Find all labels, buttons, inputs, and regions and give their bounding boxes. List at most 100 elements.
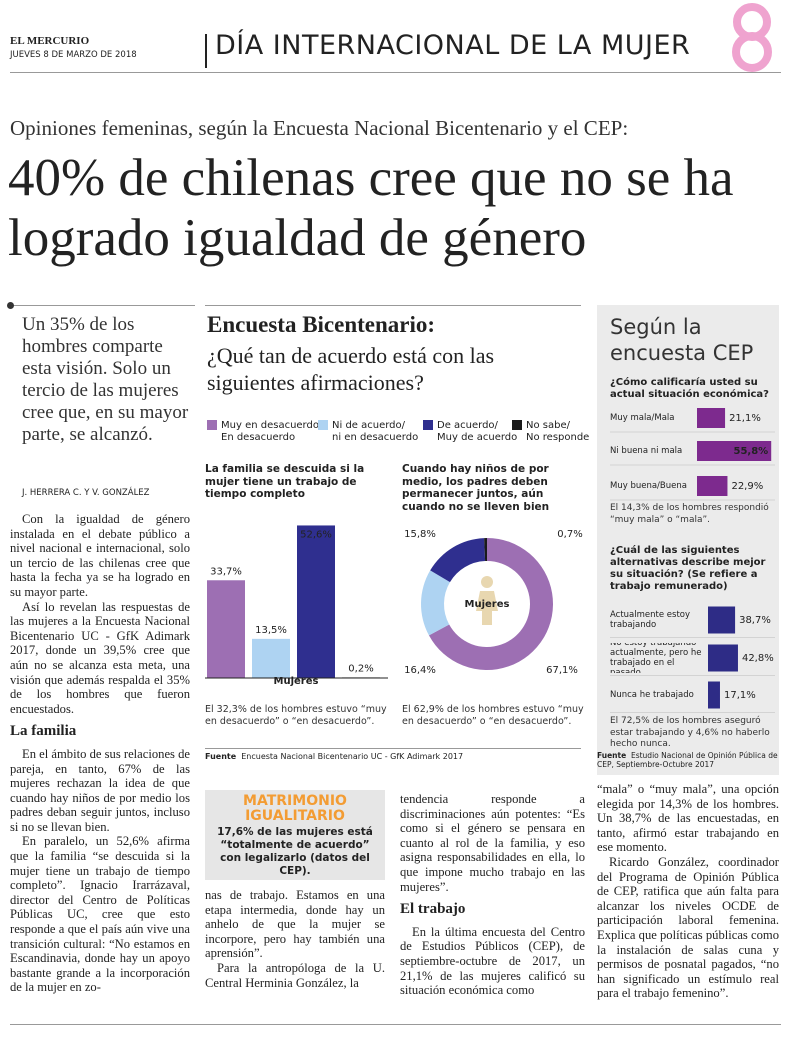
column: Con la igualdad de género instalada en e…: [10, 512, 190, 1017]
row-label-box: No estoy trabajando actualmente, pero he…: [610, 643, 702, 673]
figure-icon: [476, 591, 498, 625]
donut-segment: [484, 538, 487, 562]
value-label: 17,1%: [724, 690, 756, 701]
legend-label: Muy en desacuerdo/En desacuerdo: [221, 420, 323, 443]
chart-title: La familia se descuida si la mujer tiene…: [205, 463, 365, 500]
paragraph: En el ámbito de sus relaciones de pareja…: [10, 746, 190, 834]
rule: [10, 305, 195, 306]
rule: [205, 748, 581, 749]
donut-segment: [428, 538, 554, 670]
bar: [708, 644, 738, 672]
headline: 40% de chilenas cree que no se ha lograd…: [8, 149, 734, 267]
row-label-box: Ni buena ni mala: [610, 446, 683, 456]
date: JUEVES 8 DE MARZO DE 2018: [10, 50, 137, 60]
sidebar-text: 17,6% de las mujeres está “totalmente de…: [217, 826, 373, 877]
category-label: No estoy trabajando actualmente, pero he…: [610, 643, 702, 673]
source-label: Fuente: [597, 751, 627, 760]
legend-label: De acuerdo/Muy de acuerdo: [437, 420, 517, 443]
paragraph: En la última encuesta del Centro de Estu…: [400, 924, 585, 998]
sidebar-title: MATRIMONIO IGUALITARIO: [243, 793, 347, 824]
column: “mala” o “muy mala”, una opción elegida …: [597, 782, 779, 1017]
chart-title: ¿Cuál de las siguientes alternativas des…: [610, 545, 766, 592]
bar: [297, 525, 335, 678]
legend-swatch: [207, 420, 217, 430]
donut-segment: [430, 538, 486, 583]
legend-swatch: [318, 420, 328, 430]
value-label: 42,8%: [742, 653, 774, 664]
bar: [697, 441, 772, 461]
subhead: El trabajo: [400, 901, 466, 918]
donut-segment: [421, 570, 450, 636]
value-label: 33,7%: [210, 566, 242, 577]
legend-swatch: [423, 420, 433, 430]
category-label: Actualmente estoy trabajando: [610, 610, 691, 630]
bar: [697, 476, 728, 496]
paragraph: nas de trabajo. Estamos en una etapa int…: [205, 888, 385, 961]
subhead: La familia: [10, 723, 77, 740]
category-label: Muy mala/Mala: [610, 413, 675, 423]
chart-note: El 32,3% de los hombres estuvo “muy en d…: [205, 704, 387, 727]
center-label: Mujeres: [465, 599, 510, 610]
legend-label: Ni de acuerdo/ni en desacuerdo: [332, 420, 418, 443]
chart-title: ¿Cómo calificaría usted su actual situac…: [610, 377, 769, 400]
paragraph: tendencia responde a discriminaciones aú…: [400, 792, 585, 894]
bar: [708, 681, 720, 709]
bar: [708, 606, 736, 634]
source: Fuente Estudio Nacional de Opinión Públi…: [597, 751, 779, 769]
figure-icon: [481, 576, 493, 588]
rule: [10, 72, 781, 73]
paragraph: Para la antropóloga de la U. Central Her…: [205, 960, 385, 990]
bullet: [7, 302, 14, 309]
bar: [697, 408, 726, 428]
kicker: Opiniones femeninas, según la Encuesta N…: [10, 116, 629, 140]
chart-note: El 14,3% de los hombres respondió “muy m…: [610, 503, 769, 525]
value-label: 22,9%: [731, 481, 763, 492]
axis-label: Mujeres: [274, 676, 319, 687]
value-label: 13,5%: [255, 625, 287, 636]
bar: [207, 580, 245, 678]
paragraph: Así lo revelan las respuestas de las muj…: [10, 599, 190, 716]
legend-swatch: [512, 420, 522, 430]
source: Fuente Encuesta Nacional Bicentenario UC…: [205, 752, 463, 761]
source-text: Encuesta Nacional Bicentenario UC - GfK …: [241, 752, 464, 761]
value-label: 21,1%: [729, 413, 761, 424]
ribbon-icon: [732, 3, 772, 72]
rule: [205, 305, 581, 306]
paragraph: Con la igualdad de género instalada en e…: [10, 512, 190, 599]
chart-note: El 72,5% de los hombres aseguró estar tr…: [610, 716, 770, 749]
masthead: EL MERCURIO: [10, 35, 90, 47]
paragraph: “mala” o “muy mala”, una opción elegida …: [597, 782, 779, 855]
deck: Un 35% de los hombres comparte esta visi…: [22, 314, 189, 445]
chart-title: Cuando hay niños de por medio, los padre…: [402, 463, 550, 513]
paragraph: Ricardo González, coordinador del Progra…: [597, 854, 779, 1001]
graphic-subtitle: ¿Qué tan de acuerdo está con las siguien…: [207, 343, 495, 395]
row-label-box: Muy buena/Buena: [610, 481, 687, 491]
section-title: DÍA INTERNACIONAL DE LA MUJER: [215, 30, 691, 61]
paragraph: En paralelo, un 52,6% afirma que la fami…: [10, 834, 190, 995]
column: tendencia responde a discriminaciones aú…: [400, 792, 585, 1017]
value-label: 52,6%: [300, 529, 332, 540]
value-label: 16,4%: [404, 665, 436, 676]
row-label-box: Actualmente estoy trabajando: [610, 610, 691, 630]
row-label-box: Muy mala/Mala: [610, 413, 675, 423]
legend-label: No sabe/No responde: [526, 420, 589, 443]
rule: [205, 34, 207, 68]
cep-title: Según la encuesta CEP: [610, 315, 754, 365]
value-label: 0,2%: [348, 663, 373, 674]
column: nas de trabajo. Estamos en una etapa int…: [205, 888, 385, 1018]
category-label: Muy buena/Buena: [610, 481, 687, 491]
value-label: 55,8%: [734, 446, 769, 457]
sidebar-box: [205, 790, 385, 880]
value-label: 15,8%: [404, 529, 436, 540]
source-text: Estudio Nacional de Opinión Pública de C…: [597, 751, 778, 769]
cep-box: [597, 305, 779, 775]
rule: [10, 1024, 781, 1025]
row-label-box: Nunca he trabajado: [610, 690, 694, 700]
category-label: Ni buena ni mala: [610, 446, 683, 456]
chart-note: El 62,9% de los hombres estuvo “muy en d…: [402, 704, 584, 727]
byline: J. HERRERA C. Y V. GONZÁLEZ: [22, 488, 150, 498]
source-label: Fuente: [205, 752, 237, 761]
bar: [252, 638, 290, 678]
